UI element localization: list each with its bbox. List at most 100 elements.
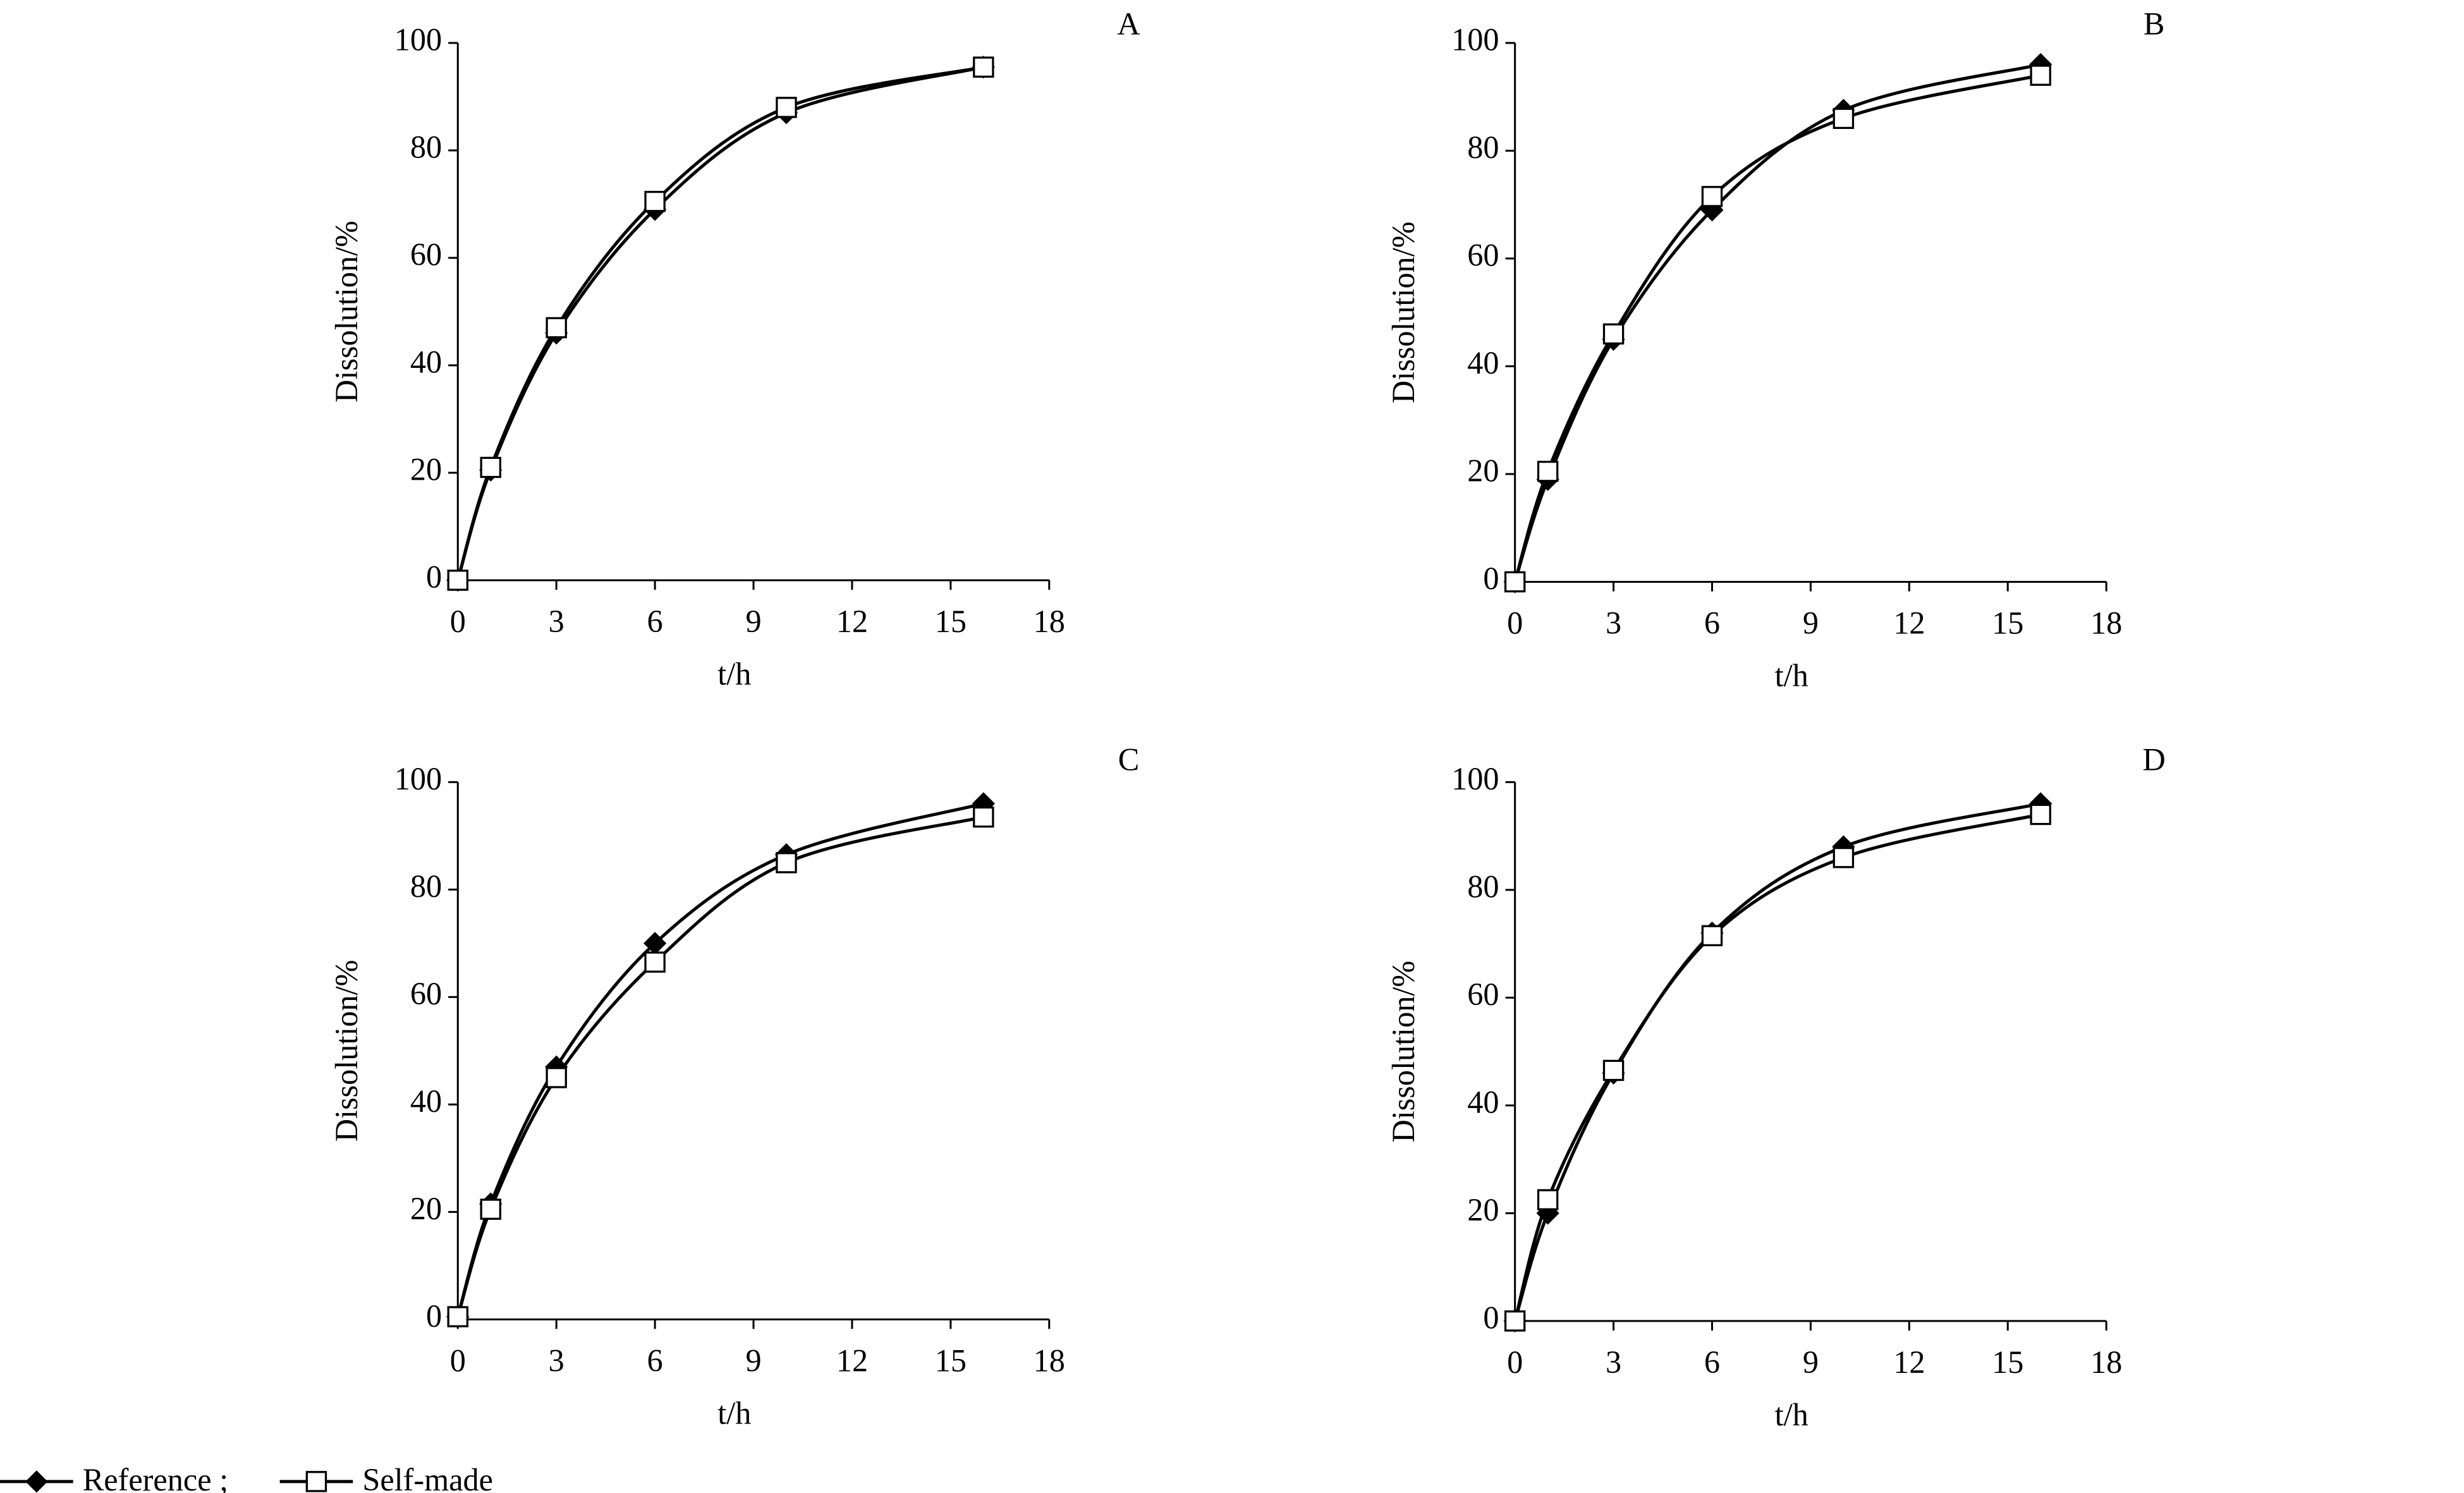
panel-label: C <box>1118 742 1140 777</box>
legend-marker <box>25 1470 48 1493</box>
marker-square <box>2030 803 2051 826</box>
y-axis-label: Dissolution/% <box>1386 961 1421 1143</box>
x-axis-label: t/h <box>1775 1397 1808 1432</box>
y-tick-label: 60 <box>1467 977 1499 1012</box>
legend-label: Reference ; <box>83 1462 228 1493</box>
marker-square <box>480 456 501 478</box>
x-tick-label: 6 <box>647 604 663 639</box>
marker-square <box>644 951 666 973</box>
panel-label: D <box>2142 742 2165 777</box>
x-tick-label: 0 <box>1507 1344 1523 1380</box>
x-tick-label: 18 <box>1034 1343 1065 1378</box>
y-tick-label: 100 <box>1451 21 1499 57</box>
y-tick-label: 0 <box>1483 561 1499 596</box>
marker-square <box>480 1198 501 1220</box>
marker-square <box>776 97 797 118</box>
marker-square <box>973 56 994 78</box>
x-tick-label: 6 <box>1704 1344 1720 1380</box>
marker-square <box>1504 1310 1526 1332</box>
marker-square <box>1504 571 1526 593</box>
marker-square <box>1602 1059 1625 1082</box>
x-tick-label: 6 <box>647 1343 663 1378</box>
x-tick-label: 9 <box>1803 605 1819 640</box>
marker-square <box>2030 64 2051 86</box>
panel-label: B <box>2144 6 2165 41</box>
y-axis-label: Dissolution/% <box>329 960 364 1142</box>
marker-square <box>776 852 797 874</box>
legend-item: Reference ; <box>0 1462 228 1493</box>
y-tick-label: 80 <box>410 868 442 904</box>
x-tick-label: 3 <box>549 1343 564 1378</box>
x-tick-label: 15 <box>935 1343 967 1378</box>
marker-square <box>1701 925 1723 947</box>
y-tick-label: 20 <box>1467 453 1499 489</box>
y-tick-label: 40 <box>1467 345 1499 381</box>
x-axis-label: t/h <box>717 656 751 692</box>
y-tick-label: 80 <box>1467 130 1499 165</box>
x-tick-label: 12 <box>836 604 868 639</box>
marker-square <box>1602 323 1625 345</box>
y-tick-label: 60 <box>410 976 442 1011</box>
x-tick-label: 15 <box>1992 605 2023 640</box>
y-axis-label: Dissolution/% <box>1386 221 1421 403</box>
x-tick-label: 9 <box>1803 1344 1819 1380</box>
panel-label: A <box>1117 6 1140 41</box>
marker-square <box>1701 186 1723 207</box>
x-tick-label: 3 <box>1606 1344 1621 1380</box>
y-tick-label: 80 <box>1467 868 1499 904</box>
x-tick-label: 15 <box>935 604 967 639</box>
y-tick-label: 0 <box>426 1298 442 1334</box>
marker-square <box>1833 107 1855 130</box>
y-tick-label: 80 <box>410 129 442 164</box>
series-line <box>1513 813 2041 1322</box>
y-tick-label: 60 <box>1467 237 1499 272</box>
x-tick-label: 3 <box>1606 605 1621 640</box>
x-tick-label: 9 <box>745 604 761 639</box>
y-tick-label: 40 <box>410 1083 442 1119</box>
marker-square <box>447 570 468 591</box>
x-tick-label: 0 <box>1507 605 1523 640</box>
x-tick-label: 9 <box>745 1343 761 1378</box>
y-axis-label: Dissolution/% <box>329 221 364 403</box>
marker-square <box>447 1306 468 1327</box>
x-tick-label: 12 <box>1893 605 1925 640</box>
series-line <box>1513 63 2041 583</box>
marker-square <box>973 806 994 828</box>
legend-marker <box>305 1471 327 1492</box>
y-tick-label: 40 <box>1467 1084 1499 1119</box>
x-tick-label: 0 <box>450 604 466 639</box>
x-tick-label: 12 <box>836 1343 868 1378</box>
x-tick-label: 18 <box>2090 1344 2122 1380</box>
series-line <box>456 801 984 1317</box>
x-tick-label: 15 <box>1992 1344 2023 1380</box>
x-tick-label: 0 <box>450 1343 466 1378</box>
y-tick-label: 0 <box>426 559 442 594</box>
x-axis-label: t/h <box>1775 657 1808 693</box>
marker-square <box>546 1067 567 1088</box>
y-tick-label: 100 <box>394 761 442 796</box>
y-tick-label: 60 <box>410 236 442 272</box>
y-tick-label: 100 <box>394 21 442 57</box>
legend-item: Self-made <box>279 1462 493 1493</box>
y-tick-label: 100 <box>1451 761 1499 796</box>
series-line <box>456 65 984 581</box>
y-tick-label: 40 <box>410 344 442 379</box>
x-axis-label: t/h <box>717 1395 751 1430</box>
x-tick-label: 3 <box>549 604 564 639</box>
marker-square <box>1537 1189 1559 1210</box>
marker-square <box>644 190 666 212</box>
x-tick-label: 6 <box>1704 605 1720 640</box>
y-tick-label: 0 <box>1483 1300 1499 1335</box>
marker-square <box>546 317 567 339</box>
y-tick-label: 20 <box>410 1191 442 1226</box>
marker-square <box>1833 846 1855 868</box>
y-tick-label: 20 <box>410 451 442 487</box>
marker-square <box>1537 460 1559 482</box>
y-tick-label: 20 <box>1467 1192 1499 1228</box>
legend-label: Self-made <box>362 1462 493 1493</box>
x-tick-label: 12 <box>1893 1344 1925 1380</box>
x-tick-label: 18 <box>1034 604 1065 639</box>
series-line <box>1513 801 2041 1322</box>
x-tick-label: 18 <box>2090 605 2122 640</box>
